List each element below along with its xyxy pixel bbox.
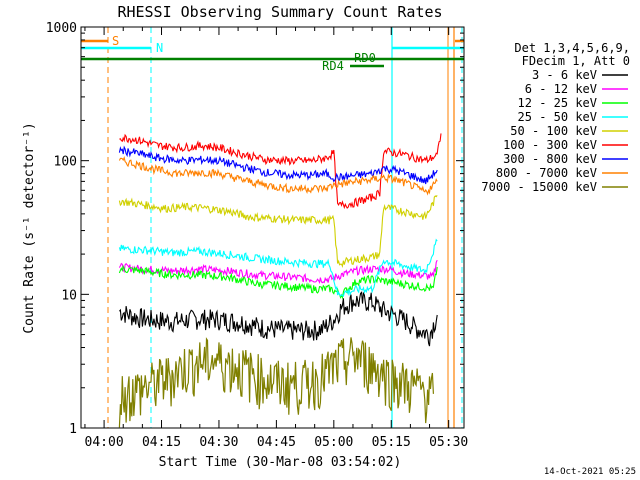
annotation-n: N: [156, 41, 163, 55]
legend-label-3: 25 - 50 keV: [518, 110, 597, 124]
legend-label-6: 300 - 800 keV: [503, 152, 597, 166]
legend-label-5: 100 - 300 keV: [503, 138, 597, 152]
series-line-3-6-kev: [118, 291, 438, 347]
legend-header-line-2: FDecim 1, Att 0: [522, 54, 630, 68]
chart-title: RHESSI Observing Summary Count Rates: [117, 3, 442, 21]
x-tick-label: 04:30: [199, 435, 238, 450]
legend-header-line-1: Det 1,3,4,5,6,9,: [514, 41, 630, 55]
x-tick-label: 04:45: [257, 435, 296, 450]
legend-label-4: 50 - 100 keV: [510, 124, 597, 138]
series-line-100-300-kev: [119, 133, 442, 210]
y-tick-label: 100: [54, 155, 77, 170]
y-axis-label: Count Rate (s⁻¹ detector⁻¹): [22, 122, 37, 333]
legend-label-0: 3 - 6 keV: [532, 68, 597, 82]
annotation-s: S: [112, 34, 119, 48]
plot-frame: 1 10 100 1000 04:00 04:15 04:30 04:45 05:00 05:15…: [46, 21, 469, 450]
series-line-300-800-kev: [118, 145, 438, 185]
y-tick-label: 1000: [46, 21, 77, 36]
legend-label-2: 12 - 25 keV: [518, 96, 597, 110]
date-stamp: 14-Oct-2021 05:25: [544, 467, 636, 477]
x-tick-label: 05:00: [314, 435, 353, 450]
legend-label-7: 800 - 7000 keV: [496, 166, 597, 180]
series-line-50-100-kev: [118, 195, 438, 269]
annotation-rd4: RD4: [322, 59, 344, 73]
x-tick-label: 04:15: [142, 435, 181, 450]
legend-label-8: 7000 - 15000 keV: [481, 180, 597, 194]
x-tick-label: 05:15: [372, 435, 411, 450]
series-line-25-50-kev: [118, 238, 438, 297]
series-line-6-12-kev: [118, 259, 438, 285]
series-line-12-25-kev: [118, 264, 438, 300]
chart-marks: S N RD0 RD4: [81, 27, 464, 428]
plot-area-border: [80, 26, 465, 429]
y-tick-label: 10: [61, 288, 77, 303]
y-tick-label: 1: [69, 422, 77, 437]
x-tick-label: 05:30: [429, 435, 468, 450]
x-axis-label: Start Time (30-Mar-08 03:54:02): [159, 455, 402, 470]
series-line-800-7000-kev: [118, 155, 438, 196]
x-tick-label: 04:00: [85, 435, 124, 450]
series-line-7000-15000-kev: [118, 337, 434, 428]
annotation-rd0: RD0: [354, 51, 376, 65]
legend-label-1: 6 - 12 keV: [525, 82, 597, 96]
